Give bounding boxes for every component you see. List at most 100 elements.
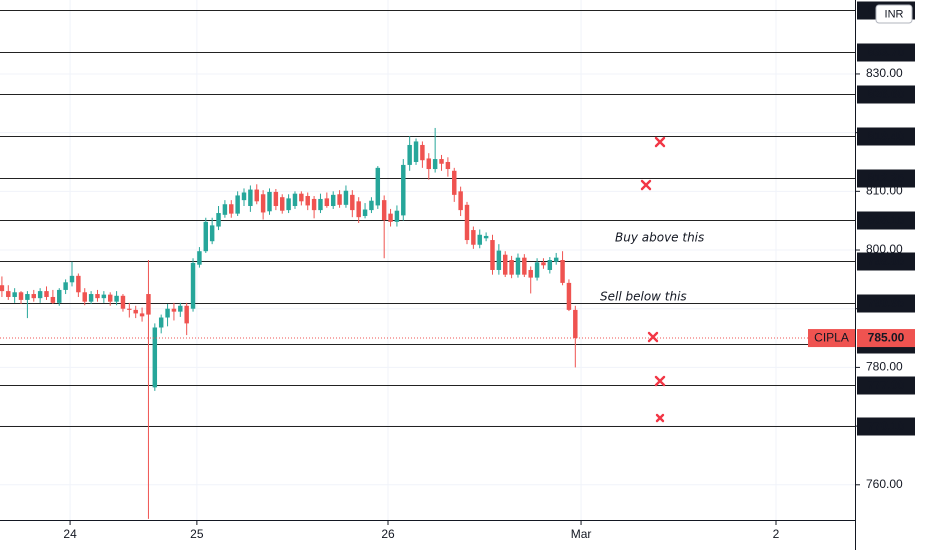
- candle-body: [464, 204, 470, 241]
- candle-body: [350, 194, 355, 211]
- candle-body: [229, 204, 234, 214]
- level-badge: [857, 43, 915, 62]
- axis: 760.00770.00780.00790.00800.00810.00820.…: [63, 1, 915, 541]
- candle-body: [50, 296, 56, 303]
- candle-body: [158, 317, 164, 328]
- cross-mark: [655, 413, 665, 423]
- candle-body: [471, 230, 476, 245]
- candle-body: [356, 201, 361, 218]
- candle-body: [496, 250, 502, 270]
- cross-marks: [640, 136, 666, 423]
- candle-body: [401, 164, 406, 216]
- last-price-label: 785.00: [868, 331, 905, 345]
- level-label: 805.15: [868, 213, 905, 227]
- candle-body: [299, 193, 304, 202]
- x-tick-label: 2: [773, 527, 780, 541]
- cross-mark: [640, 179, 652, 191]
- candle-body: [311, 198, 317, 211]
- level-badge: [857, 252, 915, 271]
- candle-body: [407, 144, 412, 165]
- candle-body: [426, 158, 432, 170]
- candle-body: [216, 213, 221, 227]
- candle-body: [139, 313, 145, 317]
- candle-body: [6, 291, 11, 297]
- candle-body: [420, 144, 425, 161]
- candle-body: [120, 295, 126, 309]
- candle-body: [292, 193, 298, 207]
- candle-body: [114, 295, 119, 302]
- candle-body: [458, 191, 463, 211]
- level-label: 819.40: [868, 129, 905, 143]
- candle-body: [286, 198, 291, 211]
- candle-body: [534, 262, 540, 278]
- candle-body: [553, 257, 559, 262]
- cross-mark: [654, 375, 666, 387]
- candle-body: [522, 257, 527, 275]
- candle-body: [0, 285, 5, 292]
- candle-body: [362, 209, 368, 216]
- candle-body: [190, 262, 196, 309]
- candle-body: [528, 269, 533, 278]
- currency-label: INR: [885, 8, 904, 20]
- level-label: 790.95: [868, 296, 905, 310]
- candle-body: [477, 234, 482, 245]
- level-label: 826.60: [868, 87, 905, 101]
- candle-body: [184, 305, 189, 324]
- candle-body: [146, 294, 151, 315]
- x-tick-label: Mar: [571, 527, 592, 541]
- x-tick-label: 24: [63, 527, 77, 541]
- currency-badge: [875, 4, 913, 24]
- candle-body: [57, 289, 62, 303]
- candle-body: [171, 308, 177, 312]
- grid: [0, 0, 855, 520]
- candle-body: [305, 196, 310, 206]
- candle-body: [44, 291, 49, 297]
- candle-body: [388, 213, 393, 222]
- candle-body: [490, 240, 495, 270]
- candle-body: [260, 194, 266, 213]
- candle-body: [222, 204, 228, 215]
- x-tick-label: 25: [190, 527, 204, 541]
- candle-body: [375, 167, 381, 206]
- candles: [0, 127, 578, 519]
- candle-body: [515, 257, 521, 275]
- level-label: 833.70: [868, 45, 905, 59]
- candle-body: [152, 327, 158, 388]
- level-badge: [857, 169, 915, 188]
- candle-body: [280, 197, 285, 211]
- candle-body: [330, 194, 336, 207]
- candle-body: [337, 194, 342, 205]
- candle-body: [133, 309, 138, 314]
- x-tick-label: 26: [381, 527, 395, 541]
- level-badge: [857, 127, 915, 146]
- candle-body: [343, 190, 349, 205]
- candle-body: [445, 161, 451, 170]
- y-tick-label: 780.00: [866, 360, 903, 374]
- cross-mark: [647, 331, 659, 343]
- candle-body: [178, 305, 183, 312]
- level-label: 770.10: [868, 419, 905, 433]
- candle-body: [18, 292, 24, 300]
- y-tick-label: 830.00: [866, 66, 903, 80]
- candle-body: [541, 262, 546, 266]
- candle-body: [63, 282, 68, 290]
- candle-body: [267, 191, 272, 212]
- candle-body: [566, 282, 572, 310]
- candle-body: [203, 221, 209, 252]
- candle-body: [31, 294, 36, 299]
- candle-body: [502, 254, 508, 275]
- candle-body: [95, 294, 100, 299]
- last-price-badge: [857, 329, 915, 348]
- candle-body: [381, 200, 387, 221]
- candle-body: [101, 294, 107, 299]
- symbol-label: CIPLA: [814, 331, 849, 345]
- candle-body: [241, 192, 247, 201]
- y-tick-label: 760.00: [866, 477, 903, 491]
- candle-body: [76, 275, 81, 293]
- cross-mark: [654, 136, 666, 148]
- annotation: Sell below this: [600, 290, 687, 304]
- candle-body: [547, 260, 553, 270]
- candle-body: [209, 225, 215, 242]
- candle-body: [413, 141, 419, 162]
